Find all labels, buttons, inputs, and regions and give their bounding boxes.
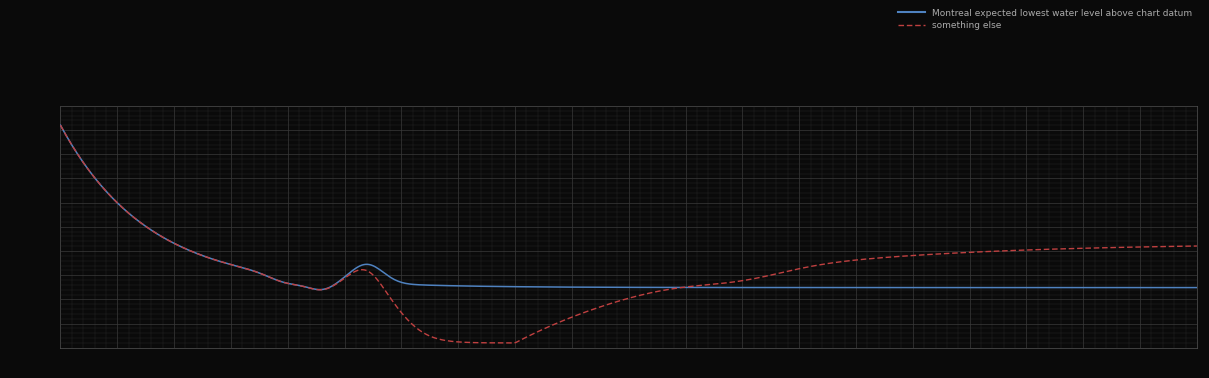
- Legend: Montreal expected lowest water level above chart datum, something else: Montreal expected lowest water level abo…: [898, 9, 1192, 30]
